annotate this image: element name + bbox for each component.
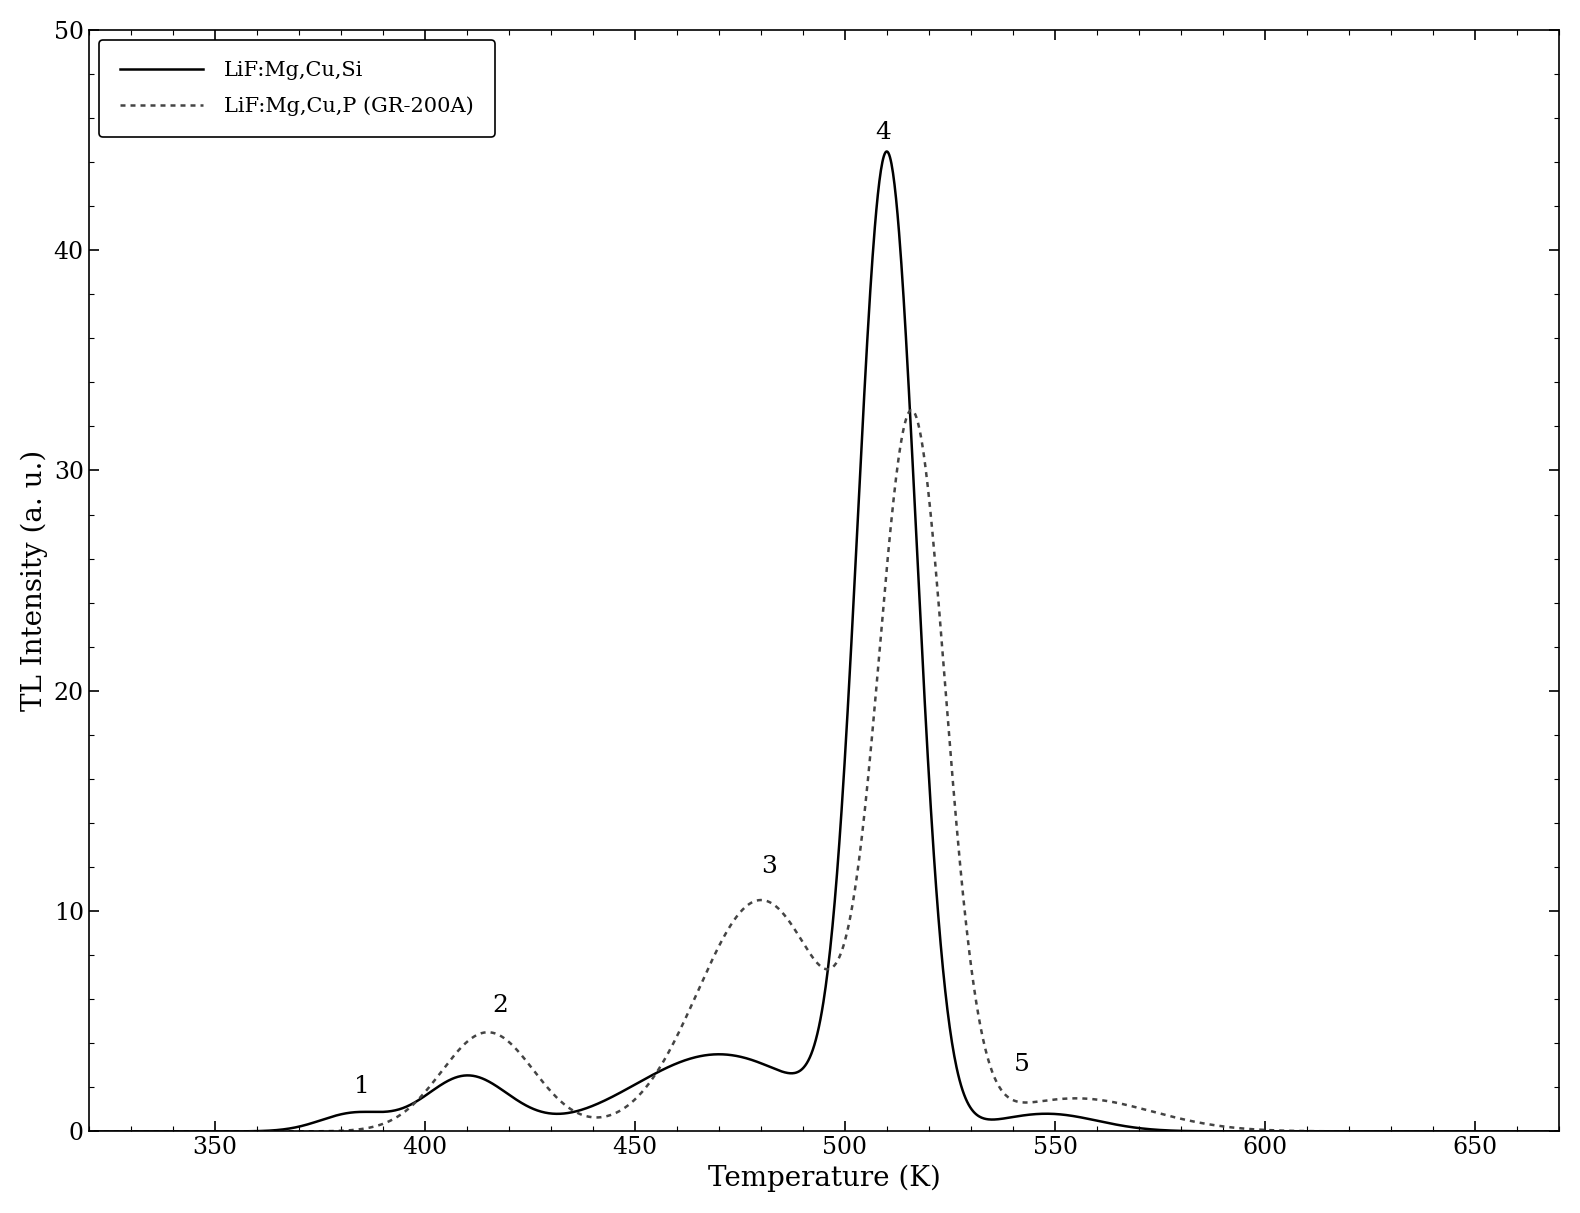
LiF:Mg,Cu,Si xyxy=(774,1065,793,1080)
LiF:Mg,Cu,P (GR-200A) xyxy=(1270,1123,1289,1138)
Text: 1: 1 xyxy=(354,1076,370,1098)
X-axis label: Temperature (K): Temperature (K) xyxy=(708,1164,940,1192)
LiF:Mg,Cu,P (GR-200A) xyxy=(774,907,793,922)
LiF:Mg,Cu,Si xyxy=(1548,1124,1567,1139)
LiF:Mg,Cu,P (GR-200A) xyxy=(79,1124,98,1139)
Text: 2: 2 xyxy=(493,993,509,1016)
Text: 5: 5 xyxy=(1013,1053,1029,1076)
Line: LiF:Mg,Cu,P (GR-200A): LiF:Mg,Cu,P (GR-200A) xyxy=(88,410,1580,1132)
LiF:Mg,Cu,Si xyxy=(1270,1124,1289,1139)
LiF:Mg,Cu,P (GR-200A) xyxy=(902,403,921,417)
Line: LiF:Mg,Cu,Si: LiF:Mg,Cu,Si xyxy=(88,152,1580,1132)
Text: 3: 3 xyxy=(762,855,777,878)
LiF:Mg,Cu,Si xyxy=(815,990,834,1004)
Y-axis label: TL Intensity (a. u.): TL Intensity (a. u.) xyxy=(21,450,49,711)
LiF:Mg,Cu,Si xyxy=(79,1124,98,1139)
LiF:Mg,Cu,P (GR-200A) xyxy=(156,1124,175,1139)
Legend: LiF:Mg,Cu,Si, LiF:Mg,Cu,P (GR-200A): LiF:Mg,Cu,Si, LiF:Mg,Cu,P (GR-200A) xyxy=(100,40,495,137)
LiF:Mg,Cu,Si xyxy=(877,144,896,159)
Text: 4: 4 xyxy=(875,121,891,144)
LiF:Mg,Cu,Si xyxy=(156,1124,175,1139)
LiF:Mg,Cu,P (GR-200A) xyxy=(1548,1124,1567,1139)
LiF:Mg,Cu,P (GR-200A) xyxy=(1548,1124,1567,1139)
LiF:Mg,Cu,Si xyxy=(1548,1124,1567,1139)
LiF:Mg,Cu,P (GR-200A) xyxy=(815,961,834,975)
